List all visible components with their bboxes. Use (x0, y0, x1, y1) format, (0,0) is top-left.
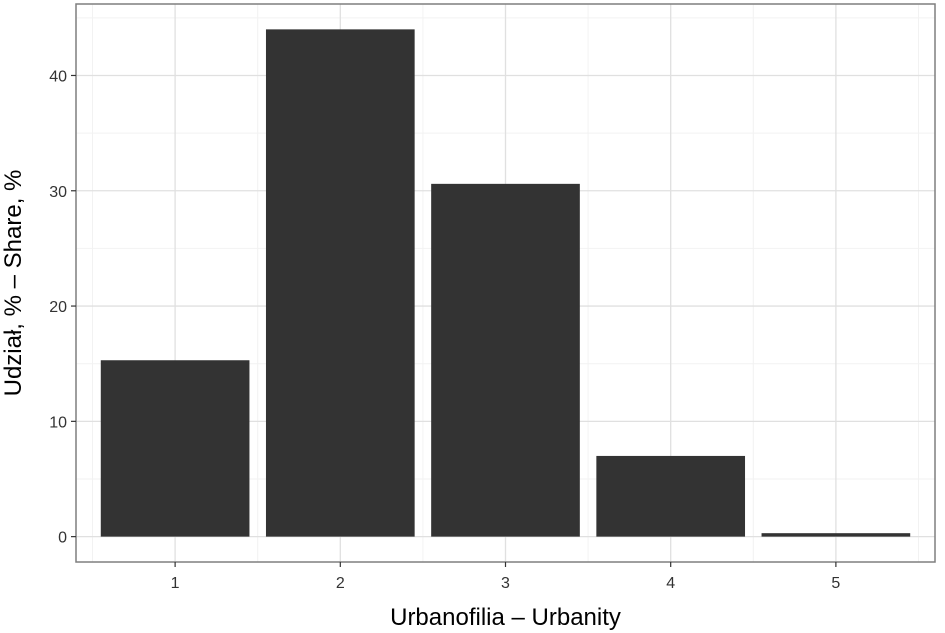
bar-5 (761, 533, 911, 537)
y-tick-label: 0 (58, 530, 67, 547)
bar-2 (265, 29, 415, 537)
bar-4 (596, 455, 746, 537)
x-tick-label: 2 (336, 575, 345, 592)
x-tick-label: 1 (171, 575, 180, 592)
y-tick-label: 20 (49, 299, 67, 316)
y-axis: 0 10 20 30 40 (49, 68, 76, 547)
x-tick-label: 3 (501, 575, 510, 592)
y-tick-label: 40 (49, 68, 67, 85)
bars (100, 29, 911, 537)
bar-3 (431, 183, 580, 537)
y-tick-label: 10 (49, 414, 67, 431)
x-tick-label: 4 (666, 575, 675, 592)
x-axis: 1 2 3 4 5 (171, 562, 840, 592)
y-axis-title: Udział, % – Share, % (0, 170, 27, 397)
y-tick-label: 30 (49, 184, 67, 201)
x-tick-label: 5 (831, 575, 840, 592)
bar-1 (100, 360, 250, 537)
x-axis-title: Urbanofilia – Urbanity (390, 604, 621, 631)
